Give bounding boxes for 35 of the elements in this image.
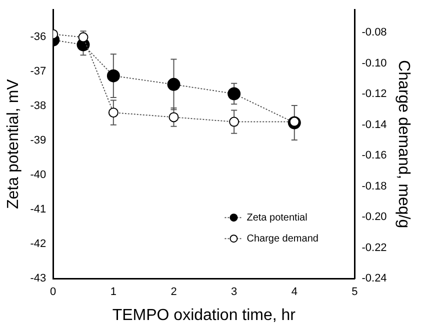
point (229, 116, 240, 127)
y-tick-label: -37 (30, 66, 46, 78)
y2-tick-label: -0.22 (362, 242, 387, 254)
y2-tick-label: -0.12 (362, 88, 387, 100)
point (289, 116, 300, 127)
x-tick-label: 5 (352, 286, 358, 298)
x-tick-label: 3 (231, 286, 238, 298)
legend-label: Charge demand (246, 233, 318, 244)
y-tick-label: -38 (30, 100, 46, 112)
point (168, 112, 179, 122)
x-tick-label: 0 (50, 286, 56, 298)
y-tick-label: -42 (30, 238, 46, 250)
x-tick-label: 4 (291, 286, 298, 298)
y2-tick-label: -0.24 (362, 272, 387, 285)
point (106, 69, 120, 82)
y-tick-label: -39 (30, 134, 46, 147)
y-tick-label: -36 (30, 31, 46, 44)
legend-label: Zeta potential (246, 212, 308, 224)
y2-tick-label: -0.14 (362, 118, 387, 131)
y-tick-label: -40 (30, 169, 46, 182)
y2-tick-label: -0.08 (362, 26, 387, 39)
y2-tick-label: -0.10 (362, 57, 387, 70)
x-axis-title: TEMPO oxidation time, hr (112, 306, 296, 324)
y2-tick-label: -0.16 (362, 150, 387, 162)
point (108, 108, 118, 118)
point (228, 87, 241, 100)
point (167, 78, 180, 91)
y-tick-label: -43 (30, 272, 46, 285)
x-tick-label: 1 (110, 286, 116, 298)
y2-tick-label: -0.18 (362, 180, 387, 192)
y2-axis-title: Charge demand, meq/g (394, 60, 412, 228)
y-tick-label: -41 (30, 204, 46, 216)
y2-tick-label: -0.20 (362, 211, 387, 224)
y-axis-title: Zeta potential, mV (5, 78, 22, 210)
x-tick-label: 2 (170, 286, 177, 298)
